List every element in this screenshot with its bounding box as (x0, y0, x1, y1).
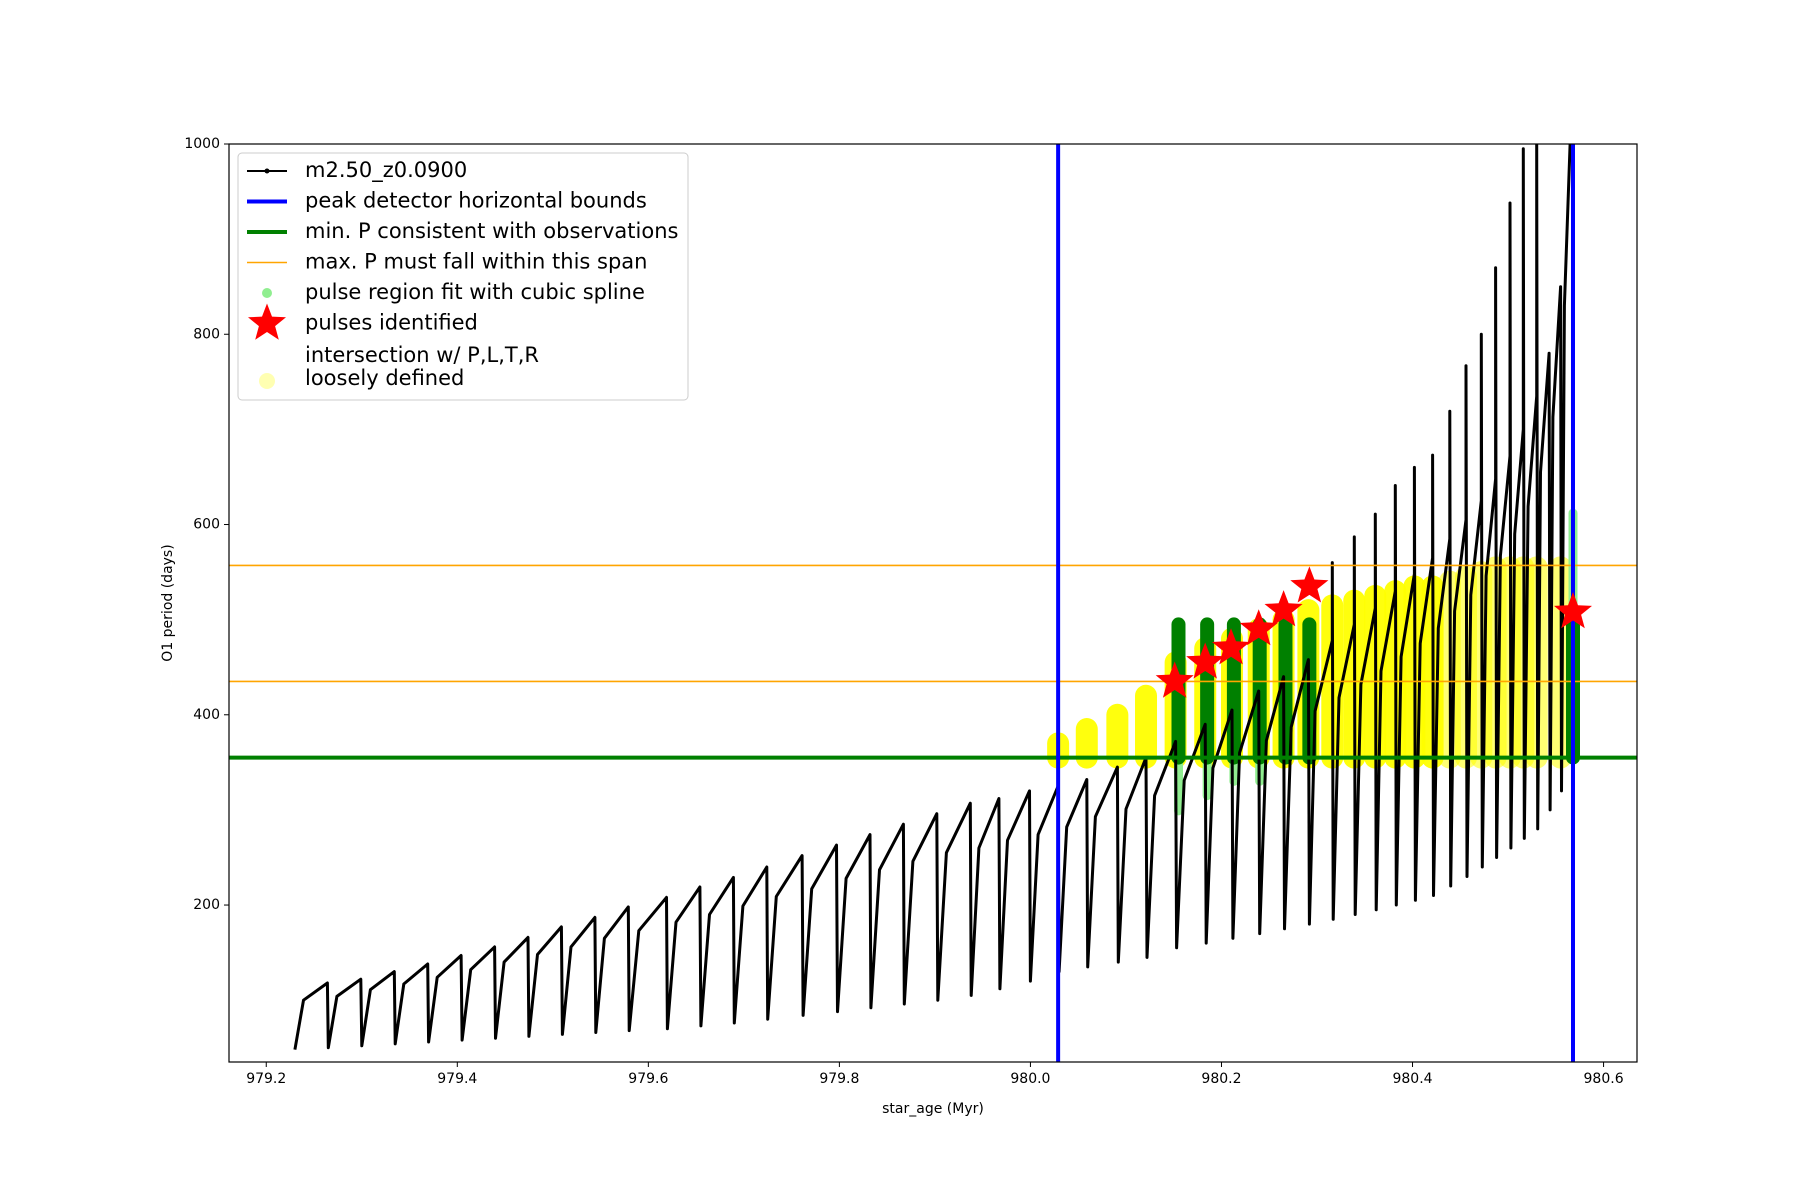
x-tick-label: 980.0 (1010, 1071, 1050, 1087)
star-marker (1290, 566, 1329, 603)
y-tick-label: 400 (193, 707, 220, 723)
data-line (293, 144, 1572, 1050)
x-tick-label: 979.8 (819, 1071, 859, 1087)
star-marker (1212, 628, 1251, 665)
legend-label: max. P must fall within this span (305, 250, 647, 274)
x-tick-label: 979.4 (437, 1071, 477, 1087)
star-marker (1186, 642, 1225, 679)
x-tick-label: 979.6 (628, 1071, 668, 1087)
legend-label: intersection w/ P,L,T,R (305, 343, 539, 367)
axes-frame (228, 143, 1638, 1063)
legend-label: loosely defined (305, 366, 464, 390)
y-tick-label: 200 (193, 897, 220, 913)
legend-key-dot (264, 168, 270, 174)
star-marker (1554, 592, 1592, 629)
legend-key (248, 303, 286, 340)
legend-label: m2.50_z0.0900 (305, 158, 467, 183)
star-marker (1264, 590, 1303, 627)
x-tick-label: 980.4 (1392, 1071, 1432, 1087)
x-tick-label: 980.6 (1584, 1071, 1624, 1087)
legend-label: pulse region fit with cubic spline (305, 280, 645, 304)
y-tick-label: 600 (193, 517, 220, 533)
legend-box (237, 152, 689, 401)
x-tick-label: 980.2 (1201, 1071, 1241, 1087)
y-tick-label: 1000 (184, 136, 220, 152)
legend-label: pulses identified (305, 311, 478, 335)
legend-key (259, 373, 275, 389)
x-axis-label: star_age (Myr) (882, 1101, 984, 1117)
x-tick-label: 979.2 (246, 1071, 286, 1087)
legend-label: min. P consistent with observations (305, 219, 678, 243)
plot-area (229, 144, 1637, 1062)
legend-key (262, 288, 272, 298)
y-axis-label: O1 period (days) (160, 544, 176, 661)
y-tick-label: 800 (193, 326, 220, 342)
star-marker (1155, 661, 1194, 698)
legend-label: peak detector horizontal bounds (305, 189, 647, 213)
star-marker (1239, 609, 1278, 646)
